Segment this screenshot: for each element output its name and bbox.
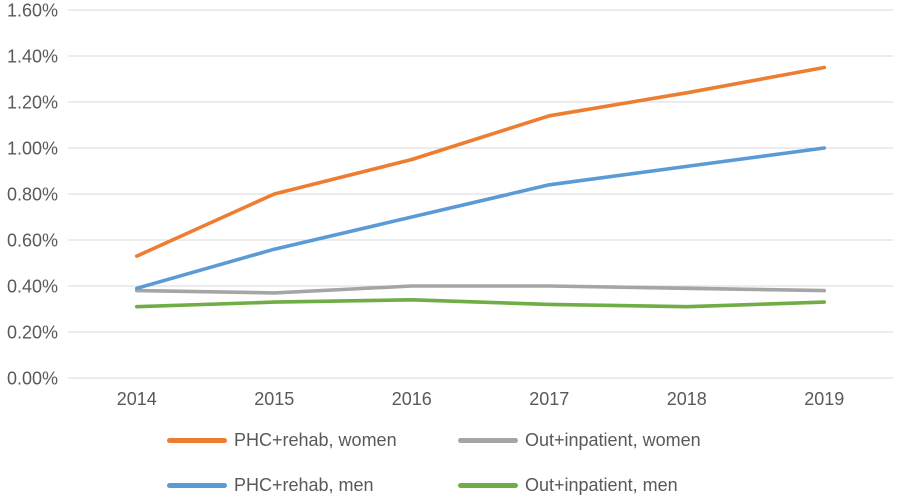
series-line-phc-rehab-men xyxy=(134,146,827,291)
x-axis-label: 2018 xyxy=(667,389,707,409)
legend-label: PHC+rehab, men xyxy=(234,475,374,495)
y-axis-tick-label: 0.60% xyxy=(7,231,58,251)
x-axis-label: 2017 xyxy=(529,389,569,409)
legend-label: Out+inpatient, men xyxy=(525,475,678,495)
y-axis-tick-label: 0.80% xyxy=(7,185,58,205)
x-axis-label: 2016 xyxy=(392,389,432,409)
chart-plot-area: 0.00% 0.20% 0.40% 0.60% 0.80% 1.00% 1.20% 1.40%… xyxy=(7,1,893,409)
series-line-out-inpatient-men xyxy=(134,297,827,309)
series-line-out-inpatient-women xyxy=(134,284,827,295)
x-axis-label: 2014 xyxy=(117,389,157,409)
y-axis-tick-label: 1.40% xyxy=(7,47,58,67)
y-axis-tick-label: 0.20% xyxy=(7,323,58,343)
y-axis-tick-label: 0.00% xyxy=(7,369,58,389)
legend-item-phc-rehab-men: PHC+rehab, men xyxy=(167,474,374,496)
y-axis-tick-label: 1.60% xyxy=(7,1,58,21)
y-axis-tick-label: 1.00% xyxy=(7,139,58,159)
legend-label: PHC+rehab, women xyxy=(234,430,397,450)
legend-item-out-inpatient-women: Out+inpatient, women xyxy=(458,429,701,451)
legend-label: Out+inpatient, women xyxy=(525,430,701,450)
legend-swatch-orange xyxy=(167,437,227,443)
legend-swatch-gray xyxy=(458,437,518,443)
series-line-phc-rehab-women xyxy=(134,65,827,258)
legend-swatch-green xyxy=(458,482,518,488)
y-axis-tick-label: 0.40% xyxy=(7,277,58,297)
x-axis-label: 2019 xyxy=(804,389,844,409)
legend-item-phc-rehab-women: PHC+rehab, women xyxy=(167,429,397,451)
x-axis-label: 2015 xyxy=(254,389,294,409)
y-axis-tick-label: 1.20% xyxy=(7,93,58,113)
legend-item-out-inpatient-men: Out+inpatient, men xyxy=(458,474,678,496)
legend-swatch-blue xyxy=(167,482,227,488)
